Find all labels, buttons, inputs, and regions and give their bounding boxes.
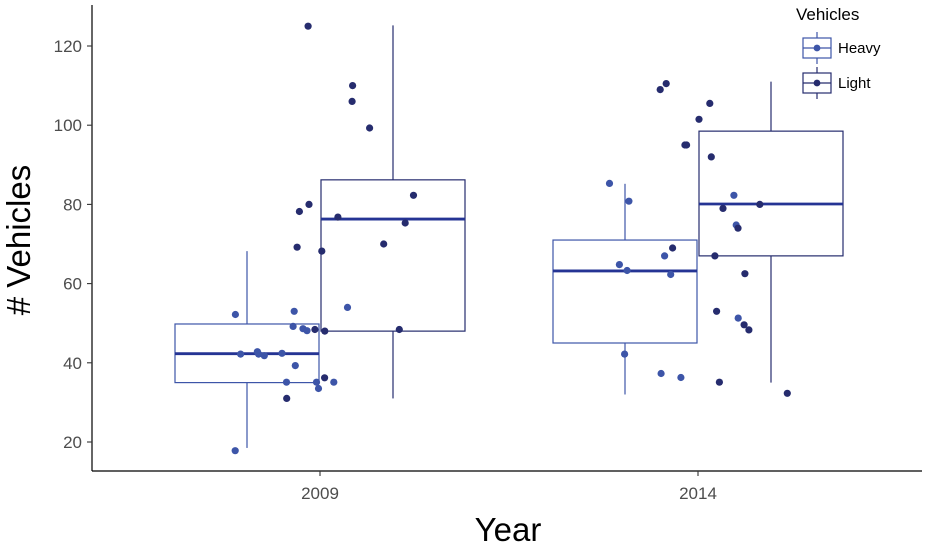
- data-point-light: [745, 326, 753, 334]
- legend-title: Vehicles: [796, 5, 859, 24]
- data-point-light: [401, 219, 409, 227]
- box-light-2009: [320, 25, 466, 399]
- data-point-heavy: [282, 378, 291, 386]
- data-point-heavy: [237, 350, 245, 358]
- legend-label: Light: [838, 75, 871, 92]
- legend-key-point: [813, 44, 821, 52]
- data-point-light: [715, 378, 724, 386]
- y-tick-label: 80: [63, 195, 82, 214]
- data-point-heavy: [730, 191, 738, 199]
- data-point-light: [321, 327, 329, 335]
- y-tick-label: 100: [54, 116, 82, 135]
- data-point-heavy: [657, 369, 665, 378]
- data-point-heavy: [314, 384, 323, 393]
- data-point-heavy: [625, 197, 633, 205]
- data-point-light: [311, 325, 319, 334]
- data-point-heavy: [278, 349, 286, 357]
- legend-entry-heavy: Heavy: [802, 32, 881, 64]
- data-point-light: [409, 191, 418, 199]
- data-point-heavy: [661, 252, 669, 260]
- data-point-light: [740, 321, 748, 329]
- data-point-heavy: [667, 270, 675, 279]
- legend-label: Heavy: [838, 40, 881, 57]
- points-layer: [231, 22, 791, 455]
- data-point-light: [734, 224, 742, 232]
- axes-layer: [91, 5, 922, 472]
- data-point-heavy: [231, 310, 239, 319]
- data-point-heavy: [605, 179, 614, 187]
- boxes-layer: [174, 25, 844, 448]
- box-light-2014: [698, 81, 844, 383]
- legend: Vehicles Heavy Light: [796, 5, 881, 99]
- data-point-light: [295, 207, 303, 216]
- x-axis-title: Year: [475, 511, 542, 546]
- y-axis-title: # Vehicles: [0, 165, 37, 315]
- data-point-heavy: [330, 378, 338, 386]
- box-body: [698, 130, 844, 257]
- x-tick-label: 2009: [301, 484, 339, 503]
- data-point-light: [707, 153, 715, 161]
- box-body: [552, 239, 698, 344]
- data-point-light: [321, 374, 329, 382]
- data-point-light: [334, 213, 342, 221]
- x-ticks: 2009 2014: [301, 471, 717, 503]
- data-point-light: [348, 97, 356, 105]
- data-point-heavy: [621, 350, 629, 358]
- data-point-light: [711, 252, 719, 260]
- data-point-light: [656, 86, 664, 94]
- data-point-light: [662, 80, 670, 88]
- legend-key-point: [813, 79, 821, 87]
- data-point-heavy: [623, 266, 631, 275]
- data-point-light: [783, 389, 791, 397]
- data-point-light: [349, 82, 357, 90]
- data-point-heavy: [303, 327, 311, 335]
- data-point-light: [741, 270, 749, 278]
- data-point-light: [719, 204, 727, 212]
- data-point-light: [395, 325, 403, 334]
- box-body: [320, 179, 466, 332]
- data-point-heavy: [231, 447, 239, 455]
- legend-entry-light: Light: [802, 67, 871, 99]
- data-point-heavy: [677, 373, 685, 382]
- data-point-light: [713, 307, 721, 315]
- data-point-heavy: [289, 322, 297, 330]
- data-point-light: [706, 99, 714, 107]
- data-point-light: [669, 244, 677, 252]
- data-point-heavy: [312, 378, 321, 386]
- data-point-light: [318, 247, 326, 255]
- data-point-heavy: [253, 348, 261, 356]
- data-point-light: [681, 141, 689, 149]
- data-point-light: [293, 243, 301, 251]
- data-point-heavy: [734, 314, 742, 322]
- data-point-light: [305, 200, 313, 208]
- data-point-light: [304, 22, 312, 30]
- data-point-heavy: [343, 303, 352, 311]
- box-heavy-2009: [174, 251, 320, 448]
- x-tick-label: 2014: [679, 484, 717, 503]
- data-point-light: [380, 240, 388, 248]
- data-point-heavy: [615, 261, 624, 269]
- y-tick-label: 120: [54, 37, 82, 56]
- data-point-heavy: [291, 362, 299, 370]
- data-point-light: [695, 115, 703, 123]
- box-heavy-2014: [552, 183, 698, 395]
- data-point-light: [283, 394, 291, 402]
- y-tick-label: 60: [63, 275, 82, 294]
- data-point-light: [756, 200, 764, 208]
- data-point-heavy: [290, 307, 298, 315]
- data-point-light: [366, 124, 374, 132]
- y-ticks: 20 40 60 80 100 120: [54, 37, 92, 452]
- y-tick-label: 20: [63, 433, 82, 452]
- y-tick-label: 40: [63, 354, 82, 373]
- data-point-heavy: [260, 352, 268, 360]
